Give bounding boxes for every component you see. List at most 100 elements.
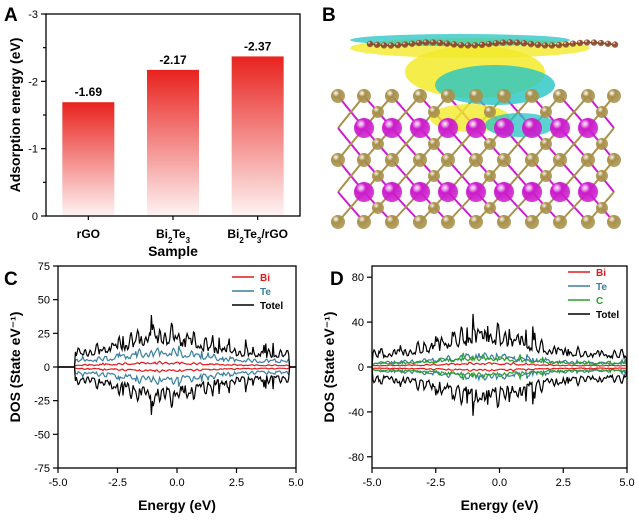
panel-label-a: A — [4, 5, 18, 26]
bi-atom — [522, 182, 542, 202]
x-axis-title: Sample — [148, 243, 198, 259]
te-atom — [441, 153, 455, 167]
bar — [232, 56, 284, 216]
te-atom — [596, 202, 608, 214]
te-atom — [428, 138, 440, 150]
legend-label: C — [596, 296, 603, 307]
panel-label-d: D — [330, 269, 344, 290]
te-atom — [372, 138, 384, 150]
te-atom — [553, 89, 567, 103]
bar — [147, 70, 199, 216]
x-tick-label: rGO — [77, 227, 100, 241]
legend-label: Te — [260, 287, 271, 298]
panel-label-c: C — [4, 269, 18, 290]
x-tick-label: 5.0 — [288, 477, 303, 489]
te-atom — [331, 153, 345, 167]
dos-series-totel-spin-up — [58, 315, 296, 367]
y-tick-label: -80 — [348, 452, 364, 464]
y-tick-label: -25 — [34, 396, 50, 408]
te-atom — [607, 153, 621, 167]
y-tick-label: 75 — [38, 261, 50, 273]
bi-atom — [438, 182, 458, 202]
y-tick-label: 25 — [38, 328, 50, 340]
x-tick-label: -2.5 — [426, 477, 445, 489]
bi-atom — [578, 118, 598, 138]
te-atom — [372, 106, 384, 118]
te-atom — [525, 215, 539, 229]
x-tick-label: 5.0 — [619, 477, 634, 489]
te-atom — [413, 215, 427, 229]
y-tick-label: -40 — [348, 407, 364, 419]
te-atom — [484, 170, 496, 182]
te-atom — [469, 89, 483, 103]
y-tick-label: 0 — [358, 362, 364, 374]
y-axis-title: Adsorption energy (eV) — [7, 38, 23, 193]
bi-atom — [410, 182, 430, 202]
x-tick-label: Bi2Te3 — [156, 227, 191, 245]
bi-atom — [354, 118, 374, 138]
te-atom — [413, 153, 427, 167]
te-atom — [525, 153, 539, 167]
te-atom — [469, 215, 483, 229]
te-atom — [596, 170, 608, 182]
x-tick-label: 0.0 — [492, 477, 507, 489]
y-tick-label: -2 — [28, 76, 38, 88]
te-atom — [553, 153, 567, 167]
te-atom — [357, 89, 371, 103]
y-tick-label: -75 — [34, 463, 50, 475]
bi-atom — [382, 118, 402, 138]
te-atom — [540, 138, 552, 150]
x-axis-title: Energy (eV) — [138, 497, 216, 513]
plot-frame — [372, 266, 627, 468]
te-atom — [428, 202, 440, 214]
x-tick-label: -5.0 — [49, 477, 68, 489]
y-tick-label: 0 — [44, 362, 50, 374]
bi-atom — [410, 118, 430, 138]
te-atom — [497, 215, 511, 229]
y-tick-label: 50 — [38, 295, 50, 307]
te-atom — [428, 170, 440, 182]
legend-label: Totel — [260, 301, 283, 312]
te-atom — [540, 106, 552, 118]
te-atom — [497, 153, 511, 167]
y-tick-label: -50 — [34, 429, 50, 441]
te-atom — [540, 170, 552, 182]
te-atom — [357, 153, 371, 167]
te-atom — [484, 138, 496, 150]
bi-atom — [522, 118, 542, 138]
te-atom — [469, 153, 483, 167]
bar-value-label: -1.69 — [75, 85, 103, 99]
te-atom — [428, 106, 440, 118]
dos-series-totel-spin-down — [58, 367, 296, 415]
te-atom — [385, 89, 399, 103]
te-atom — [441, 89, 455, 103]
te-atom — [607, 89, 621, 103]
te-atom — [385, 153, 399, 167]
te-atom — [581, 153, 595, 167]
y-tick-label: -3 — [28, 9, 38, 21]
te-atom — [596, 106, 608, 118]
bi-atom — [578, 182, 598, 202]
te-atom — [331, 89, 345, 103]
y-tick-label: 40 — [352, 317, 364, 329]
bar-value-label: -2.37 — [244, 39, 272, 53]
te-atom — [553, 215, 567, 229]
te-atom — [385, 215, 399, 229]
y-axis-title: DOS (State eV⁻¹) — [321, 312, 337, 423]
panel-b-structure-illustration — [331, 34, 621, 229]
y-tick-label: 80 — [352, 272, 364, 284]
te-atom — [607, 215, 621, 229]
te-atom — [357, 215, 371, 229]
bi-atom — [550, 182, 570, 202]
y-tick-label: 0 — [32, 211, 38, 223]
te-atom — [581, 215, 595, 229]
bi-atom — [466, 118, 486, 138]
bi-atom — [494, 182, 514, 202]
x-tick-label: -2.5 — [108, 477, 127, 489]
bi-atom — [550, 118, 570, 138]
te-atom — [525, 89, 539, 103]
te-atom — [497, 89, 511, 103]
legend-label: Te — [596, 282, 607, 293]
